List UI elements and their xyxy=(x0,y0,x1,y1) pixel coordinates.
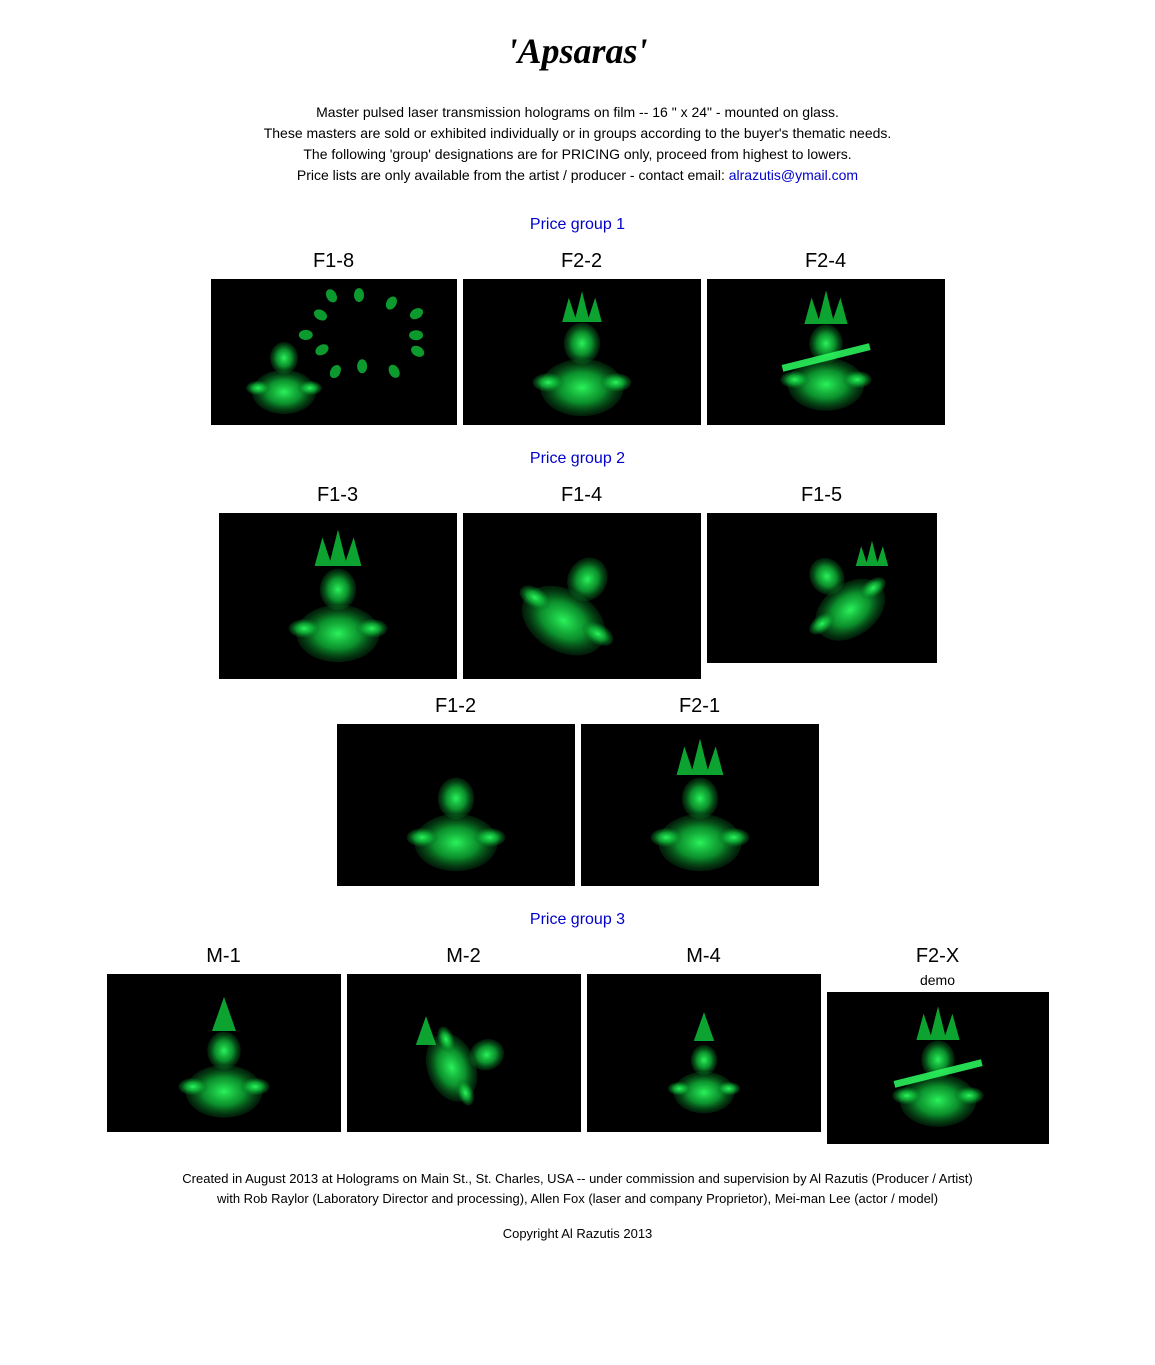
thumbnail-label: M-2 xyxy=(446,945,480,968)
footer-credits: Created in August 2013 at Holograms on M… xyxy=(53,1169,1103,1208)
hologram-image[interactable] xyxy=(219,513,457,679)
thumbnail-label: M-4 xyxy=(686,945,720,968)
copyright: Copyright Al Razutis 2013 xyxy=(0,1226,1155,1241)
thumbnail-cell: F1-8 xyxy=(211,244,457,425)
intro-block: Master pulsed laser transmission hologra… xyxy=(128,102,1028,186)
thumbnail-row: F1-8 F2-2 F2-4 xyxy=(0,244,1155,425)
thumbnail-label: F2-X xyxy=(916,945,959,968)
intro-line-3: The following 'group' designations are f… xyxy=(128,144,1028,165)
hologram-image[interactable] xyxy=(707,513,937,663)
page-title: 'Apsaras' xyxy=(0,30,1155,72)
thumbnail-row: F1-3 F1-4 F1-5 xyxy=(0,478,1155,679)
thumbnail-cell: F2-4 xyxy=(707,244,945,425)
thumbnail-label: F1-5 xyxy=(801,484,842,507)
thumbnail-label: F1-2 xyxy=(435,695,476,718)
hologram-image[interactable] xyxy=(587,974,821,1132)
hologram-image[interactable] xyxy=(337,724,575,886)
thumbnail-label: F2-1 xyxy=(679,695,720,718)
hologram-image[interactable] xyxy=(827,992,1049,1144)
intro-line-2: These masters are sold or exhibited indi… xyxy=(128,123,1028,144)
thumbnail-cell: F2-2 xyxy=(463,244,701,425)
thumbnail-label: F1-8 xyxy=(313,250,354,273)
contact-email-link[interactable]: alrazutis@ymail.com xyxy=(729,167,858,183)
footer-line-2: with Rob Raylor (Laboratory Director and… xyxy=(217,1191,938,1206)
footer-line-1: Created in August 2013 at Holograms on M… xyxy=(182,1171,972,1186)
thumbnail-sublabel: demo xyxy=(920,972,955,988)
thumbnail-cell: F1-5 xyxy=(707,478,937,679)
hologram-image[interactable] xyxy=(463,513,701,679)
groups-container: Price group 1F1-8 F2-2 F2- xyxy=(0,216,1155,1144)
hologram-image[interactable] xyxy=(463,279,701,425)
intro-line-1: Master pulsed laser transmission hologra… xyxy=(128,102,1028,123)
thumbnail-cell: M-2 xyxy=(347,939,581,1144)
intro-line-4-prefix: Price lists are only available from the … xyxy=(297,167,729,183)
thumbnail-label: F2-4 xyxy=(805,250,846,273)
thumbnail-cell: F2-X demo xyxy=(827,939,1049,1144)
hologram-image[interactable] xyxy=(581,724,819,886)
thumbnail-cell: M-1 xyxy=(107,939,341,1144)
thumbnail-label: M-1 xyxy=(206,945,240,968)
thumbnail-row: M-1 M-2 M-4 xyxy=(0,939,1155,1144)
page: 'Apsaras' Master pulsed laser transmissi… xyxy=(0,0,1155,1281)
thumbnail-label: F2-2 xyxy=(561,250,602,273)
thumbnail-cell: F1-2 xyxy=(337,689,575,886)
hologram-image[interactable] xyxy=(107,974,341,1132)
thumbnail-label: F1-4 xyxy=(561,484,602,507)
thumbnail-cell: F2-1 xyxy=(581,689,819,886)
thumbnail-cell: F1-3 xyxy=(219,478,457,679)
thumbnail-label: F1-3 xyxy=(317,484,358,507)
price-group-heading: Price group 3 xyxy=(0,911,1155,929)
price-group-heading: Price group 2 xyxy=(0,450,1155,468)
intro-line-4: Price lists are only available from the … xyxy=(128,165,1028,186)
thumbnail-cell: M-4 xyxy=(587,939,821,1144)
hologram-image[interactable] xyxy=(347,974,581,1132)
thumbnail-cell: F1-4 xyxy=(463,478,701,679)
hologram-image[interactable] xyxy=(211,279,457,425)
price-group-heading: Price group 1 xyxy=(0,216,1155,234)
hologram-image[interactable] xyxy=(707,279,945,425)
thumbnail-row: F1-2 F2-1 xyxy=(0,689,1155,886)
